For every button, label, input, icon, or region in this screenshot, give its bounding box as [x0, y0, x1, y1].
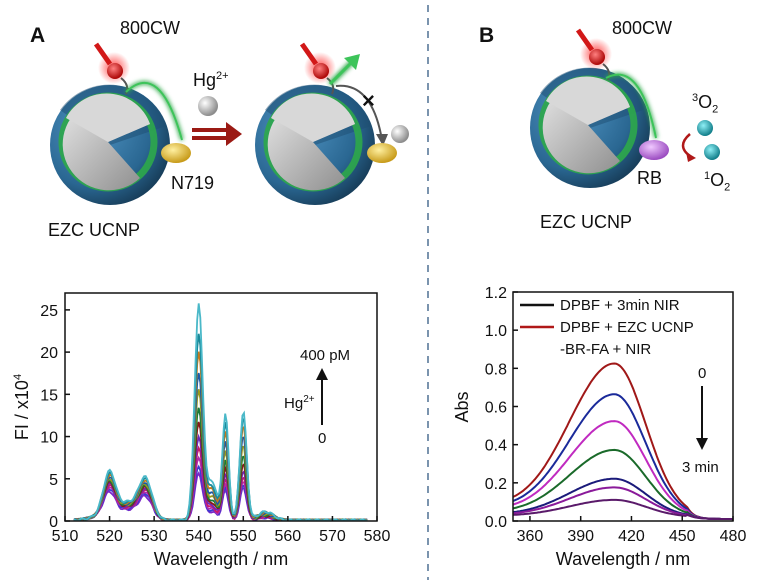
chart-a-ytick-label: 15	[40, 387, 58, 404]
triplet-oxygen-label: 3O2	[692, 92, 719, 116]
chart-b-xtick-label: 450	[669, 528, 696, 545]
particle-label-a: EZC UCNP	[48, 220, 141, 240]
block-mark-icon: ×	[362, 88, 375, 113]
chart-b-xlabel: Wavelength / nm	[556, 549, 690, 569]
ucnp-particle-a1	[50, 84, 170, 205]
chart-a-series-line	[73, 303, 368, 522]
chart-b-ytick-label: 1.2	[485, 285, 507, 302]
chart-a-xtick-label: 560	[275, 528, 302, 545]
chart-a-xlabel: Wavelength / nm	[154, 549, 288, 569]
acceptor-label-b: RB	[637, 168, 663, 188]
chart-a-ylabel: FI / x104	[12, 374, 32, 440]
chart-a-xtick-label: 580	[364, 528, 391, 545]
chart-b-xtick-label: 420	[618, 528, 645, 545]
chart-b-xtick-label: 390	[567, 528, 594, 545]
chart-b-xtick-label: 360	[517, 528, 544, 545]
chart-a-ytick-label: 25	[40, 303, 58, 320]
chart-a-ytick-label: 5	[49, 472, 58, 489]
dye-label-b: 800CW	[612, 18, 673, 38]
chart-a-ytick-label: 0	[49, 514, 58, 531]
chart-b-ytick-label: 1.0	[485, 323, 507, 340]
chart-b-ytick-label: 0.4	[485, 438, 507, 455]
particle-label-b: EZC UCNP	[540, 212, 633, 232]
chart-a-xtick-label: 570	[319, 528, 346, 545]
chart-b-xtick-label: 480	[720, 528, 747, 545]
chart-a-annotation-bottom: 0	[318, 430, 326, 447]
ucnp-particle-a2	[255, 84, 375, 205]
dye-label-a: 800CW	[120, 18, 181, 38]
chart-a-xtick-label: 550	[230, 528, 257, 545]
chart-b-ytick-label: 0.6	[485, 400, 507, 417]
chart-b-down-arrowhead	[696, 438, 708, 450]
chart-b-legend: DPBF + 3min NIR DPBF + EZC UCNP -BR-FA +…	[520, 297, 694, 358]
legend-entry-1: DPBF + 3min NIR	[560, 297, 680, 314]
chart-a-annotation-top: 400 pM	[300, 347, 350, 364]
chart-b-ytick-label: 0.8	[485, 361, 507, 378]
chart-b-annotation-top: 0	[698, 365, 706, 382]
chart-b-ytick-label: 0.0	[485, 514, 507, 531]
chart-a-xtick-label: 530	[141, 528, 168, 545]
legend-entry-3: -BR-FA + NIR	[560, 341, 651, 358]
chart-b-ytick-label: 0.2	[485, 476, 507, 493]
chart-b-ylabel: Abs	[452, 391, 472, 422]
chart-b-annotation-bottom: 3 min	[682, 459, 719, 476]
hg-ion-label: Hg2+	[193, 70, 229, 90]
chart-a-annotation-ion: Hg2+	[284, 394, 315, 412]
legend-entry-2: DPBF + EZC UCNP	[560, 319, 694, 336]
ucnp-particle-b	[530, 67, 650, 188]
chart-a-up-arrowhead	[316, 368, 328, 380]
chart-a-xtick-label: 520	[96, 528, 123, 545]
panel-letter-b: B	[479, 24, 495, 47]
chart-a-ytick-label: 20	[40, 345, 58, 362]
chart-a-ytick-label: 10	[40, 430, 58, 447]
chart-a-frame	[64, 292, 378, 522]
panel-letter-a: A	[30, 24, 46, 47]
acceptor-label-a: N719	[171, 173, 215, 193]
chart-a-xtick-label: 540	[185, 528, 212, 545]
chart-b-series-line	[512, 498, 734, 521]
chart-a-xtick-label: 510	[52, 528, 79, 545]
singlet-oxygen-label: 1O2	[704, 170, 731, 194]
